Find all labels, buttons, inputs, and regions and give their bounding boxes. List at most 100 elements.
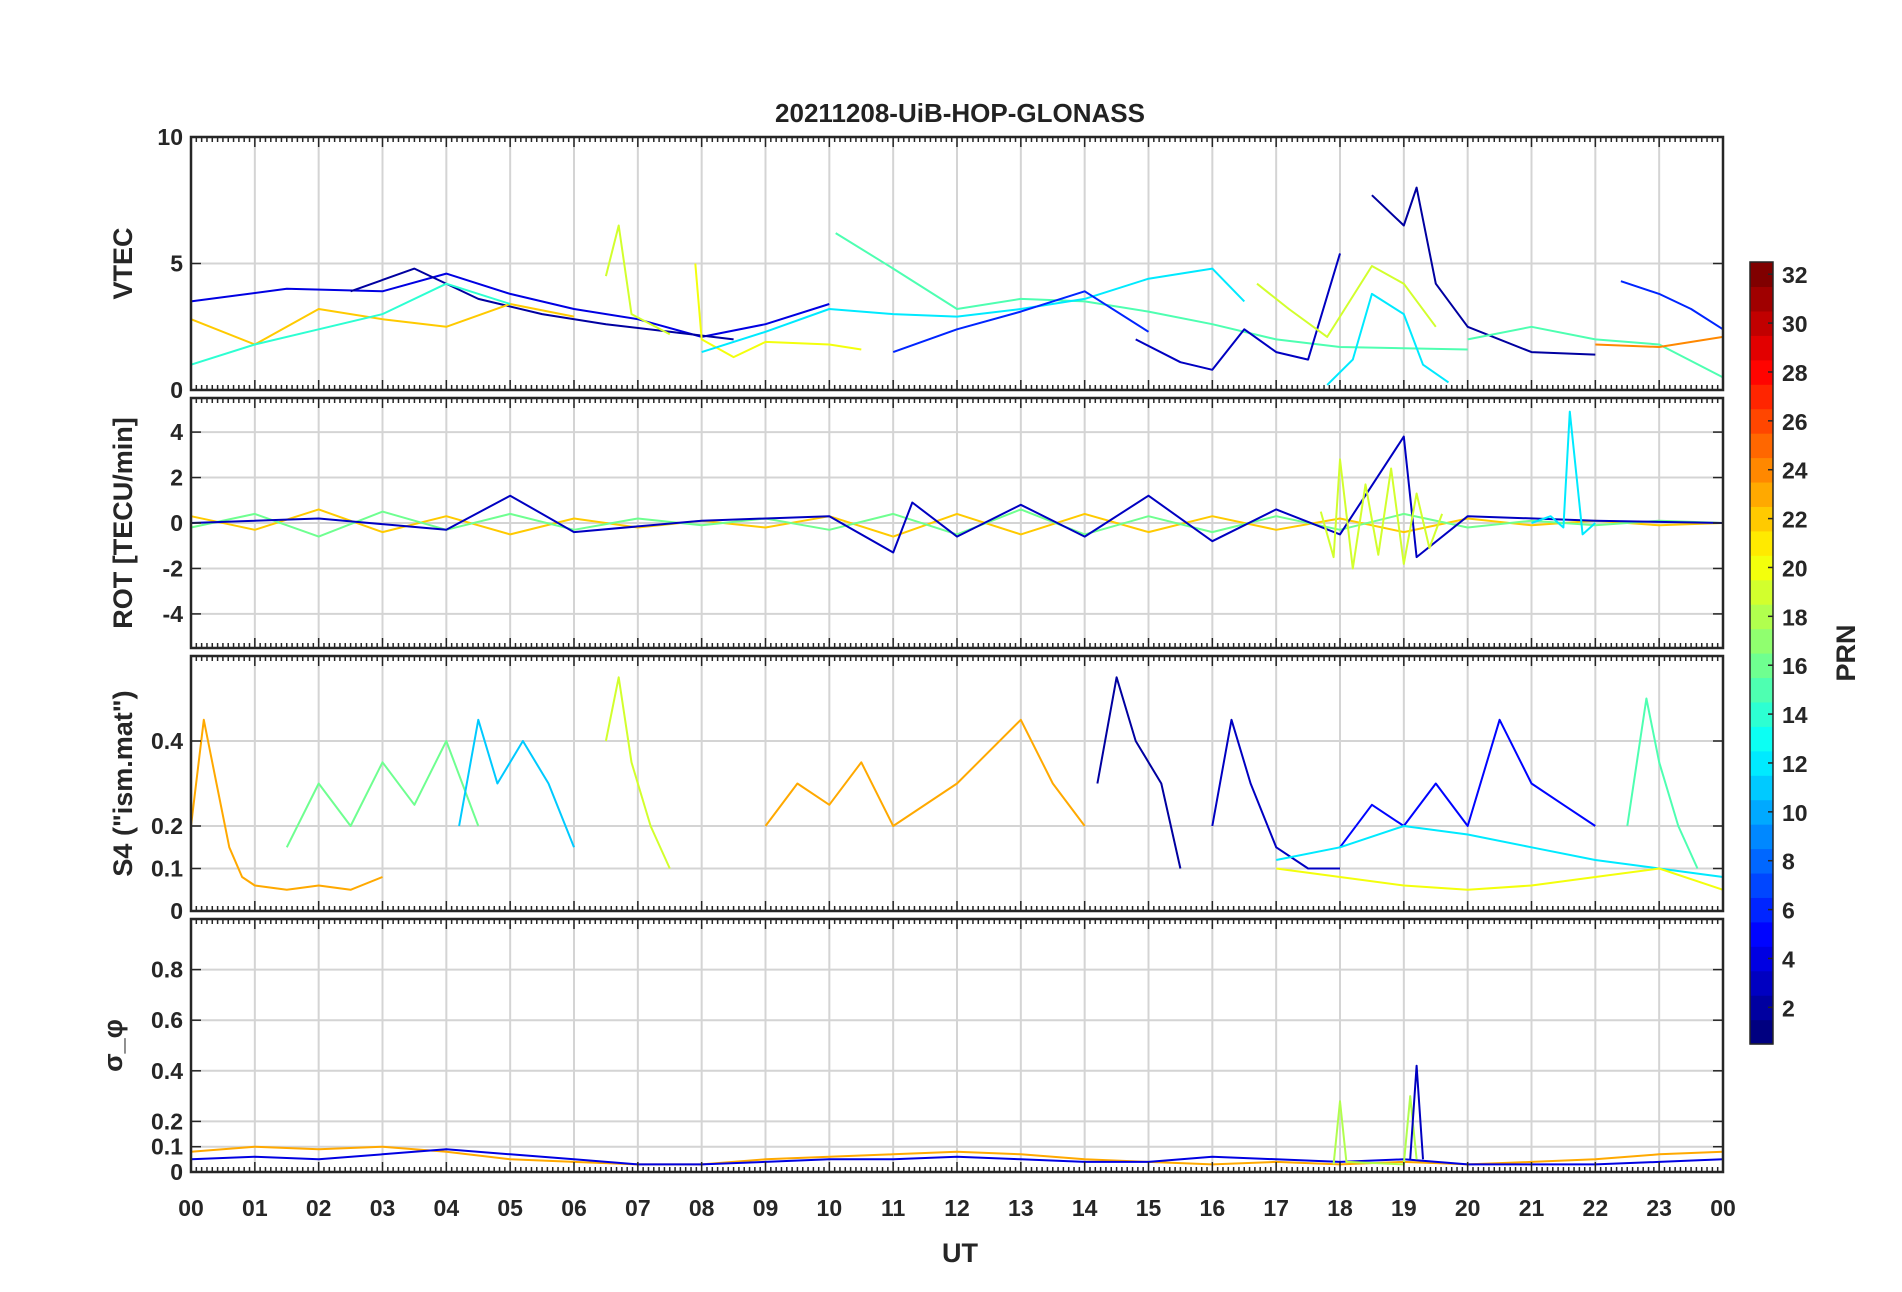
colorbar-segment <box>1750 457 1773 483</box>
series-line-prn-6 <box>1620 280 1724 331</box>
colorbar-tick-label: 24 <box>1782 458 1808 484</box>
series-line-prn-15 <box>1626 697 1699 869</box>
colorbar-segment <box>1750 335 1773 361</box>
y-axis-label: VTEC <box>108 227 138 299</box>
colorbar-tick-label: 2 <box>1782 995 1795 1021</box>
y-tick-label: 0.4 <box>151 1058 183 1084</box>
colorbar-segment <box>1750 897 1773 923</box>
colorbar-segment <box>1750 995 1773 1021</box>
x-tick-label: 20 <box>1455 1195 1481 1221</box>
colorbar-segment <box>1750 775 1773 801</box>
x-tick-label: 07 <box>625 1195 651 1221</box>
colorbar-tick-label: 6 <box>1782 898 1795 924</box>
y-axis-label: σ_φ <box>98 1019 128 1072</box>
colorbar-tick-label: 10 <box>1782 800 1808 826</box>
colorbar-segment <box>1750 677 1773 703</box>
x-tick-label: 04 <box>434 1195 460 1221</box>
y-tick-label: 0 <box>170 1159 183 1185</box>
y-tick-label: 0 <box>170 898 183 924</box>
x-tick-label: 00 <box>178 1195 204 1221</box>
colorbar-tick-label: 28 <box>1782 360 1808 386</box>
colorbar-segment <box>1750 921 1773 947</box>
colorbar-tick-label: 4 <box>1782 946 1795 972</box>
colorbar-segment <box>1750 530 1773 556</box>
colorbar-segment <box>1750 286 1773 312</box>
series-line-prn-3 <box>1409 1064 1424 1160</box>
series-line-prn-15 <box>1467 325 1724 379</box>
colorbar-segment <box>1750 359 1773 385</box>
colorbar-segment <box>1750 433 1773 459</box>
x-tick-label: 19 <box>1391 1195 1417 1221</box>
colorbar-segment <box>1750 848 1773 874</box>
panel-vtec: 0 5 10 VTEC <box>108 124 1725 403</box>
series-line-prn-12 <box>701 267 1246 354</box>
x-tick-label: 11 <box>881 1195 906 1221</box>
series-line-prn-19 <box>604 224 671 336</box>
colorbar-segment <box>1750 555 1773 581</box>
panel-sigma-phi: 00.10.2 0.4 0.6 0.8 σ_φ <box>98 917 1725 1185</box>
y-tick-label: 10 <box>157 124 183 150</box>
y-tick-label: 0.2 <box>151 813 183 839</box>
series-line-prn-19 <box>1256 265 1437 338</box>
series-line-prn-24 <box>1595 335 1724 348</box>
x-tick-label: 14 <box>1072 1195 1098 1221</box>
x-tick-label: 06 <box>561 1195 587 1221</box>
x-tick-label: 05 <box>497 1195 523 1221</box>
colorbar-segment <box>1750 481 1773 507</box>
series-line-prn-5 <box>1339 718 1596 848</box>
x-tick-label: 18 <box>1327 1195 1353 1221</box>
x-tick-labels: 00 01 02 03 04 05 06 07 08 09 10 11 12 13 14 15 16 17 18 19… <box>178 1195 1736 1221</box>
colorbar-tick-label: 30 <box>1782 311 1808 337</box>
colorbar-segment <box>1750 799 1773 825</box>
y-axis-label: S4 ("ism.mat") <box>108 690 138 876</box>
colorbar-tick-label: 22 <box>1782 507 1808 533</box>
colorbar-segment <box>1750 701 1773 727</box>
x-tick-label: 08 <box>689 1195 715 1221</box>
series-line-prn-12 <box>1326 292 1450 386</box>
colorbar-segment <box>1750 946 1773 972</box>
colorbar-segment <box>1750 824 1773 850</box>
x-tick-label: 10 <box>817 1195 843 1221</box>
series-line-prn-6 <box>892 290 1150 354</box>
colorbar-segment <box>1750 1019 1773 1045</box>
colorbar-tick-label: 16 <box>1782 653 1808 679</box>
colorbar-tick-label: 32 <box>1782 262 1808 288</box>
x-tick-label: 02 <box>306 1195 332 1221</box>
x-tick-label: 22 <box>1583 1195 1609 1221</box>
y-axis-label: ROT [TECU/min] <box>108 417 138 628</box>
x-tick-label: 09 <box>753 1195 779 1221</box>
series-line-prn-23 <box>764 718 1086 827</box>
series-line-prn-12 <box>1531 410 1596 536</box>
series-line-prn-16 <box>285 740 480 848</box>
colorbar-segment <box>1750 970 1773 996</box>
y-tick-label: 2 <box>170 465 183 491</box>
series-line-prn-22 <box>190 508 1724 538</box>
panel-rot: -4 -2 0 2 4 ROT [TECU/min] <box>108 396 1725 650</box>
y-tick-label: 5 <box>170 251 183 277</box>
colorbar-tick-label: 12 <box>1782 751 1808 777</box>
y-tick-label: -4 <box>163 601 184 627</box>
colorbar-tick-label: 26 <box>1782 409 1808 435</box>
colorbar-segment <box>1750 653 1773 679</box>
colorbar-frame <box>1749 261 1774 1045</box>
series-line-prn-2 <box>1096 676 1182 869</box>
series-line-prn-2 <box>1371 186 1596 356</box>
y-tick-label: 0.4 <box>151 728 183 754</box>
panel-s4: 0 0.1 0.2 0.4 S4 ("ism.mat") <box>108 654 1725 924</box>
x-tick-label: 21 <box>1519 1195 1545 1221</box>
x-tick-label: 17 <box>1263 1195 1289 1221</box>
series-line-prn-23 <box>190 718 383 891</box>
series-line-prn-2 <box>350 267 734 341</box>
colorbar-tick-label: 18 <box>1782 604 1808 630</box>
colorbar-segment <box>1750 726 1773 752</box>
colorbar-tick-label: 8 <box>1782 849 1795 875</box>
y-tick-label: -2 <box>163 555 183 581</box>
colorbar-segment <box>1750 506 1773 532</box>
y-tick-label: 4 <box>170 419 183 445</box>
y-tick-label: 0.1 <box>151 856 183 882</box>
colorbar-segment <box>1750 384 1773 410</box>
x-tick-label: 16 <box>1200 1195 1226 1221</box>
x-axis-label: UT <box>942 1238 978 1268</box>
x-tick-label: 03 <box>370 1195 396 1221</box>
